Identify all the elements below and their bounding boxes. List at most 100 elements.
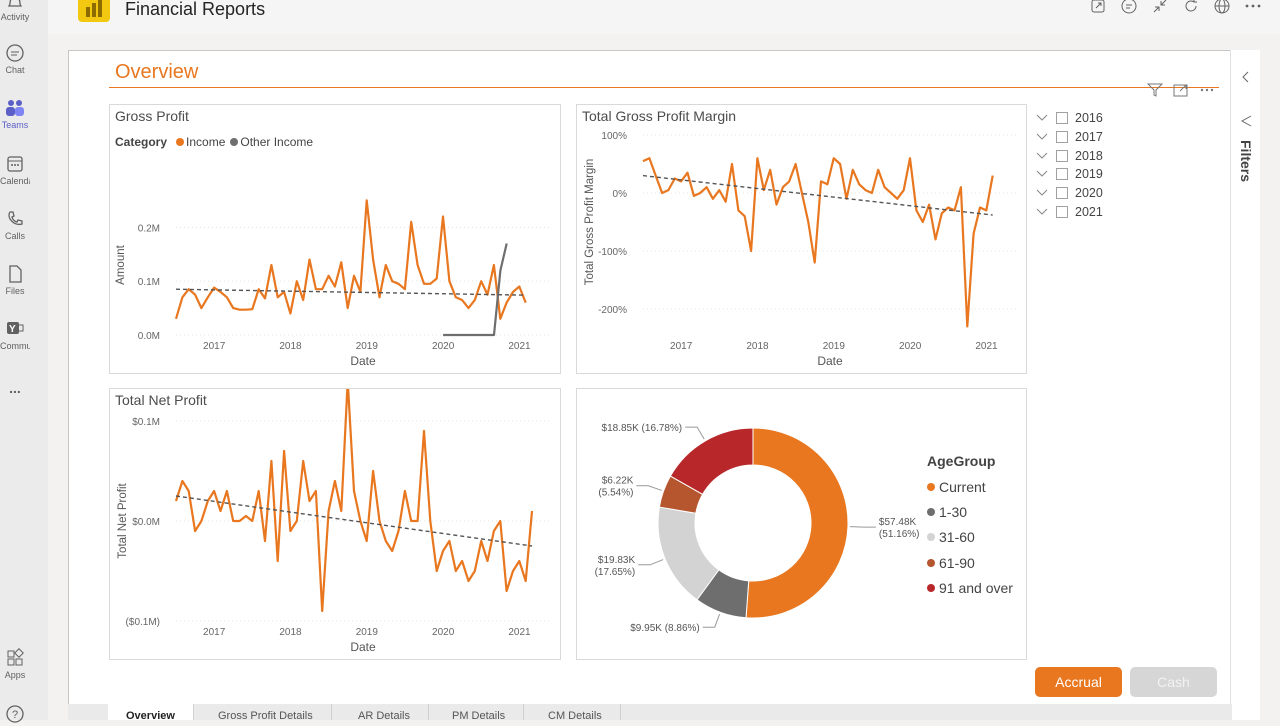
tab-pm-details[interactable]: PM Details — [434, 704, 525, 720]
chevron-down-icon[interactable] — [1035, 188, 1049, 198]
chevron-down-icon[interactable] — [1035, 169, 1049, 179]
collapse-icon[interactable] — [1151, 0, 1169, 15]
legend-label: Income — [186, 135, 226, 149]
x-tick-label: 2019 — [356, 341, 379, 352]
checkbox[interactable] — [1056, 149, 1068, 162]
legend-item-income[interactable]: Income — [176, 135, 225, 149]
legend-label: 61-90 — [939, 554, 975, 571]
y-tick-label: -100% — [598, 247, 627, 258]
legend-label: 31-60 — [939, 529, 975, 546]
y-tick-label: 100% — [601, 131, 627, 142]
gross-profit-chart: 0.0M 0.1M 0.2M 2017 2018 2019 2020 2021 Date Amou… — [115, 199, 550, 368]
tab-overview[interactable]: Overview — [108, 704, 194, 720]
legend-item[interactable]: 1-30 — [927, 499, 1013, 524]
yammer-icon: Y — [7, 322, 24, 335]
x-axis-title: Date — [350, 354, 376, 368]
calendar-icon — [7, 156, 23, 172]
chevron-left-icon[interactable] — [1240, 70, 1250, 84]
more-options-icon[interactable] — [1199, 83, 1215, 102]
rail-help[interactable]: ? — [0, 704, 30, 726]
checkbox[interactable] — [1056, 168, 1068, 181]
more-options-icon[interactable] — [1244, 0, 1262, 15]
rail-activity[interactable]: Activity — [0, 0, 30, 22]
legend-label: Current — [939, 478, 986, 495]
teams-app-rail: Activity Chat Teams Calendar Calls Files… — [0, 0, 48, 723]
checkbox[interactable] — [1056, 112, 1068, 125]
rail-files[interactable]: Files — [0, 264, 30, 296]
filter-icon[interactable] — [1146, 83, 1164, 102]
rail-calendar[interactable]: Calendar — [0, 154, 30, 186]
rail-chat[interactable]: Chat — [0, 43, 30, 75]
net-profit-visual[interactable]: Total Net Profit ($0.1M) $0.0M $0.1M 2017 20… — [109, 388, 561, 660]
rail-apps[interactable]: Apps — [0, 648, 30, 680]
donut-legend: AgeGroup Current 1-30 31-60 61-90 91 and… — [927, 453, 1013, 600]
legend-item[interactable]: Current — [927, 474, 1013, 499]
gross-profit-margin-visual[interactable]: Total Gross Profit Margin 100% 0% -100% -20… — [576, 104, 1027, 374]
y-tick-label: ($0.1M) — [126, 617, 160, 628]
chevron-down-icon[interactable] — [1035, 132, 1049, 142]
legend-item[interactable]: 31-60 — [927, 525, 1013, 550]
gross-profit-margin-chart: 100% 0% -100% -200% 2017 2018 2019 2020 2021 Date… — [584, 131, 1017, 368]
slicer-item-2021[interactable]: 2021 — [1035, 202, 1103, 221]
y-tick-label: 0.0M — [138, 331, 160, 342]
slicer-item-2018[interactable]: 2018 — [1035, 146, 1103, 165]
cash-button[interactable]: Cash — [1130, 667, 1217, 697]
chart-title: Total Gross Profit Margin — [582, 108, 737, 124]
gross-profit-visual[interactable]: Gross Profit Category Income Other Incom… — [109, 104, 561, 374]
rail-label: Calls — [4, 231, 25, 241]
focus-mode-icon[interactable] — [1173, 83, 1189, 102]
y-tick-label: 0.2M — [138, 223, 160, 234]
rail-communities[interactable]: Y Communities — [0, 319, 30, 351]
data-label-leader — [636, 485, 662, 491]
slicer-item-2020[interactable]: 2020 — [1035, 184, 1103, 203]
tab-cm-details[interactable]: CM Details — [530, 704, 621, 720]
slicer-label: 2018 — [1075, 148, 1103, 163]
year-slicer: 2016 2017 2018 2019 2020 2021 — [1035, 109, 1103, 221]
trend-line — [642, 174, 993, 216]
x-tick-label: 2017 — [203, 341, 226, 352]
filters-pane[interactable]: Filters — [1230, 50, 1260, 720]
legend-label: 91 and over — [939, 579, 1013, 596]
rail-more[interactable]: ... — [0, 380, 30, 396]
checkbox[interactable] — [1056, 205, 1068, 218]
chart-title: Gross Profit — [115, 108, 189, 124]
tab-ar-details[interactable]: AR Details — [340, 704, 429, 720]
slicer-item-2017[interactable]: 2017 — [1035, 128, 1103, 147]
conversation-icon[interactable] — [1120, 0, 1138, 15]
chevron-down-icon[interactable] — [1035, 113, 1049, 123]
globe-icon[interactable] — [1213, 0, 1231, 15]
x-tick-label: 2021 — [508, 341, 531, 352]
legend-item-other-income[interactable]: Other Income — [230, 135, 313, 149]
rail-calls[interactable]: Calls — [0, 209, 30, 241]
legend-title: Category — [115, 135, 168, 149]
slicer-item-2016[interactable]: 2016 — [1035, 109, 1103, 128]
slicer-item-2019[interactable]: 2019 — [1035, 165, 1103, 184]
rail-teams[interactable]: Teams — [0, 98, 30, 130]
legend-item[interactable]: 91 and over — [927, 575, 1013, 600]
data-label-leader — [685, 426, 705, 440]
slicer-label: 2019 — [1075, 167, 1103, 182]
chevron-down-icon[interactable] — [1035, 207, 1049, 217]
x-tick-label: 2020 — [899, 341, 922, 352]
legend-item[interactable]: 61-90 — [927, 550, 1013, 575]
aging-donut-visual[interactable]: $57.48K (51.16%) $9.95K (8.86%) $19.83K (17.… — [576, 388, 1027, 660]
accrual-button[interactable]: Accrual — [1035, 667, 1122, 697]
bell-icon — [7, 0, 23, 7]
app-title: Financial Reports — [125, 0, 266, 19]
series-line-income — [174, 199, 527, 320]
donut-slice-91-and-over — [669, 427, 754, 496]
refresh-icon[interactable] — [1182, 0, 1200, 15]
checkbox[interactable] — [1056, 187, 1068, 200]
help-glyph: ? — [12, 709, 18, 721]
checkbox[interactable] — [1056, 131, 1068, 144]
chevron-down-icon[interactable] — [1035, 151, 1049, 161]
y-tick-label: 0% — [613, 189, 628, 200]
data-label-percent: (51.16%) — [879, 529, 920, 540]
popout-icon[interactable] — [1089, 0, 1107, 15]
x-tick-label: 2018 — [279, 627, 302, 638]
slicer-label: 2017 — [1075, 130, 1103, 145]
tab-gross-profit-details[interactable]: Gross Profit Details — [200, 704, 332, 720]
legend-label: 1-30 — [939, 503, 968, 520]
rail-label: Activity — [0, 12, 30, 22]
data-label: $9.95K (8.86%) — [630, 623, 700, 634]
